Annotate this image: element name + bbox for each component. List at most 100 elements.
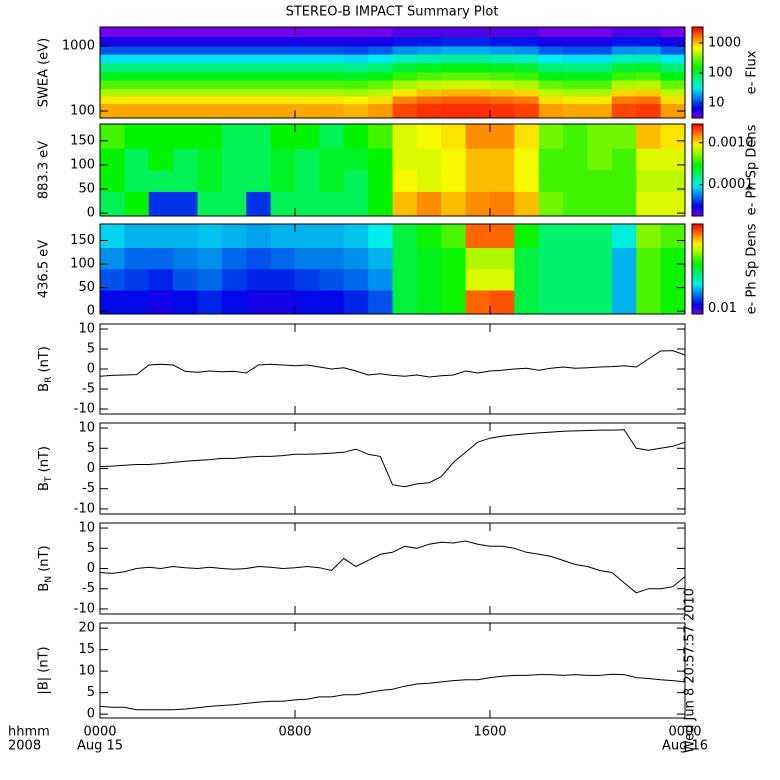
heatmap-cell [465,103,491,119]
heatmap-cell [295,45,320,55]
heatmap-cell [441,62,467,73]
colorbar-step [692,206,703,210]
colorbar-step [692,149,703,153]
heatmap-cell [636,103,662,119]
colorbar-step [692,151,703,155]
heatmap-cell [148,45,174,55]
heatmap-cell [416,169,442,192]
heatmap-cell [319,191,345,217]
heatmap-cell [611,191,637,217]
heatmap-cell [197,79,223,90]
heatmap-cell [660,169,686,192]
heatmap-cell [368,96,393,105]
heatmap-cell [246,71,272,81]
heatmap-cell [538,62,564,73]
y-axis-label: 436.5 eV [37,240,52,298]
heatmap-cell [465,27,491,37]
y-tick-label: 10 [78,521,95,536]
heatmap-cell [100,62,125,73]
heatmap-cell [514,71,540,81]
heatmap-cell [100,54,125,64]
heatmap-cell [148,247,174,270]
heatmap-cell [660,36,686,47]
heatmap-cell [490,289,515,315]
heatmap-cell [441,191,467,217]
heatmap-cell [563,45,588,55]
y-label-sub: T [44,476,54,483]
colorbar-tick-label: 10 [708,96,725,111]
colorbar-step [692,61,703,64]
colorbar-step [692,36,703,39]
heatmap-cell [124,62,150,73]
colorbar-step [692,130,703,134]
heatmap-cell [319,224,345,249]
colorbar-frame [691,123,704,217]
y-tick-label: 0 [87,206,95,221]
colorbar-tick-label: 0.0010 [708,135,754,150]
colorbar-step [692,128,703,132]
heatmap-cell [270,27,296,37]
y-tick-label: 5 [87,441,95,456]
heatmap-cell [319,45,345,55]
colorbar-step [692,115,703,119]
heatmap-cell [441,45,467,55]
heatmap-cell [416,191,442,217]
heatmap-cell [343,169,369,192]
y-tick-label: 100 [70,103,95,118]
heatmap-cell [587,88,613,97]
heatmap-cell [636,224,662,249]
heatmap-cell [368,36,393,47]
heatmap-cell [343,124,369,149]
heatmap-cell [173,88,198,97]
heatmap-cell [295,62,320,73]
heatmap-cell [270,289,296,315]
colorbar-step [692,188,703,192]
colorbar-step [692,47,703,51]
heatmap-cell [246,54,272,64]
colorbar-step [692,280,703,283]
heatmap-cell [295,88,320,97]
data-line [99,540,686,594]
heatmap-cell [124,54,150,64]
heatmap-cell [465,224,491,249]
colorbar-step [692,296,703,299]
heatmap-cell [100,224,125,249]
heatmap-cell [295,124,320,149]
heatmap-cell [100,79,125,90]
colorbar-step [692,126,703,130]
heatmap-cell [563,79,588,90]
heatmap-cell [173,148,198,171]
heatmap-cell [148,71,174,81]
colorbar-step [692,165,703,169]
y-label-main: B [37,583,52,592]
y-tick-label: -5 [82,481,95,496]
heatmap-cell [514,88,540,97]
colorbar-step [692,202,703,205]
heatmap-cell [660,124,686,149]
heatmap-cell [392,45,418,55]
heatmap-cell [441,148,467,171]
heatmap-cell [441,36,467,47]
y-tick-label: -10 [74,402,95,417]
x-tick-label: 0000 [83,725,116,740]
heatmap-cell [587,62,613,73]
colorbar-step [692,224,703,227]
heatmap-cell [392,79,418,90]
colorbar-step [692,86,703,89]
heatmap-cell [490,268,515,291]
colorbar-step [692,63,703,67]
heatmap-cell [343,27,369,37]
heatmap-cell [368,268,393,291]
heatmap-cell [270,148,296,171]
colorbar-step [692,278,703,281]
heatmap-cell [368,191,393,217]
heatmap-cell [587,169,613,192]
heatmap-cell [246,96,272,105]
heatmap-cell [441,27,467,37]
heatmap-cell [441,96,467,105]
heatmap-cell [148,103,174,119]
heatmap-cell [611,289,637,315]
axis-row-label: 2008 [8,739,41,754]
heatmap-cell [368,79,393,90]
heatmap-cell [465,169,491,192]
